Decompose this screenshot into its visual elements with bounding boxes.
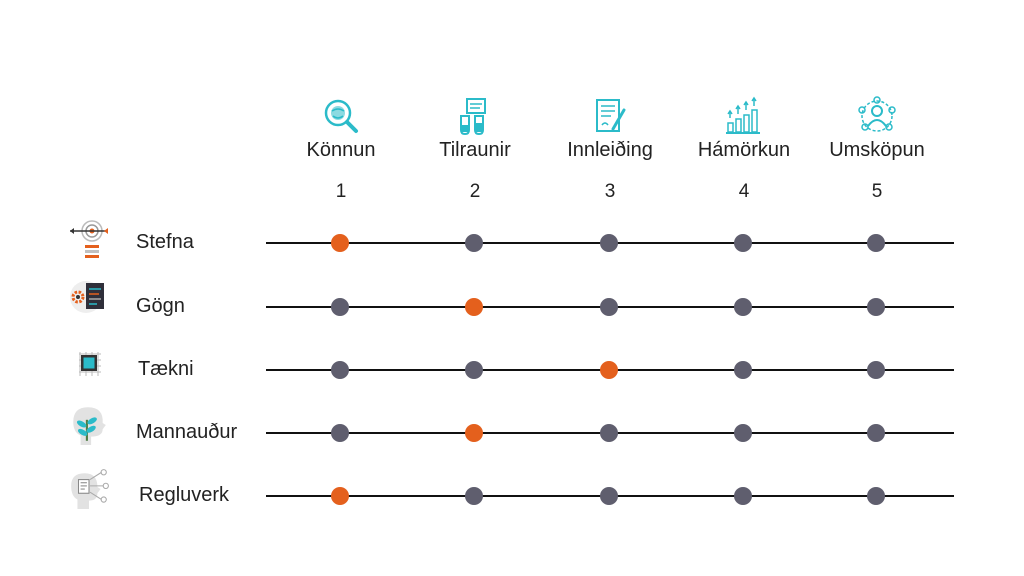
stage-label: Innleiðing xyxy=(567,139,653,161)
dimension-row-mannaudur: Mannauður xyxy=(0,407,1024,453)
dimension-label: Mannauður xyxy=(136,421,238,443)
dimension-label: Tækni xyxy=(138,358,194,380)
current-level-dot xyxy=(600,361,618,379)
stage-number-1: 1 xyxy=(335,181,347,202)
stage-header-2: Tilraunir xyxy=(410,96,540,162)
stage-label: Tilraunir xyxy=(439,139,511,161)
level-dot xyxy=(331,424,349,442)
level-dot xyxy=(331,361,349,379)
level-dot xyxy=(734,298,752,316)
current-level-dot xyxy=(331,234,349,252)
target-arrow-icon xyxy=(70,220,108,258)
level-dot xyxy=(867,424,885,442)
level-dot xyxy=(867,234,885,252)
level-dot xyxy=(734,424,752,442)
dimension-label: Regluverk xyxy=(139,484,230,506)
level-dot xyxy=(465,234,483,252)
magnifier-globe-icon xyxy=(324,99,358,133)
dimension-row-taekni: Tækni xyxy=(0,350,1024,390)
people-network-icon xyxy=(858,96,896,132)
stage-number-2: 2 xyxy=(469,181,481,202)
level-dot xyxy=(600,298,618,316)
stage-header-4: Hámörkun xyxy=(679,96,809,162)
stage-label: Hámörkun xyxy=(697,139,791,161)
stage-number-3: 3 xyxy=(604,181,616,202)
level-dot xyxy=(734,234,752,252)
level-dot xyxy=(600,234,618,252)
level-dot xyxy=(331,298,349,316)
level-dot xyxy=(867,361,885,379)
dimension-label: Stefna xyxy=(136,231,194,253)
gear-code-icon xyxy=(70,281,104,313)
current-level-dot xyxy=(465,424,483,442)
level-dot xyxy=(867,487,885,505)
dimension-label: Gögn xyxy=(136,295,185,317)
stage-header-3: Innleiðing xyxy=(545,96,675,162)
stage-number-4: 4 xyxy=(738,181,750,202)
dimension-row-regluverk: Regluverk xyxy=(0,469,1024,516)
level-dot xyxy=(734,361,752,379)
lab-flask-icon xyxy=(460,98,486,136)
dimension-row-stefna: Stefna xyxy=(0,220,1024,263)
stage-header-5: Umsköpun xyxy=(812,96,942,162)
level-dot xyxy=(867,298,885,316)
stage-header-1: Könnun xyxy=(276,96,406,162)
stage-label: Könnun xyxy=(306,139,376,161)
head-document-icon xyxy=(71,469,109,509)
dimension-row-gogn: Gögn xyxy=(0,281,1024,327)
level-dot xyxy=(465,487,483,505)
stage-number-5: 5 xyxy=(871,181,883,202)
level-dot xyxy=(465,361,483,379)
document-pen-icon xyxy=(596,99,626,132)
head-plant-icon xyxy=(73,407,106,445)
level-dot xyxy=(734,487,752,505)
level-dot xyxy=(600,487,618,505)
current-level-dot xyxy=(331,487,349,505)
growth-chart-icon xyxy=(726,96,760,134)
current-level-dot xyxy=(465,298,483,316)
level-dot xyxy=(600,424,618,442)
chip-icon xyxy=(79,352,101,376)
stage-label: Umsköpun xyxy=(829,139,925,161)
